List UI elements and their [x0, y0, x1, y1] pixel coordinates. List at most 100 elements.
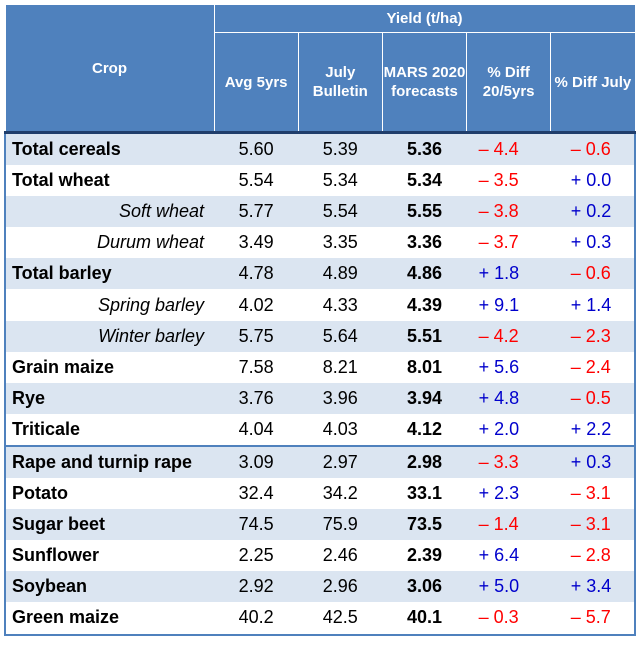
july-bulletin-value: 3.35	[298, 227, 383, 259]
mars-forecast-value: 5.51	[382, 320, 467, 352]
table-row: Rye 3.76 3.96 3.94 + 4.8– 0.5	[4, 382, 637, 414]
table-body: Total cereals 5.60 5.39 5.36– 4.4– 0.6 Total…	[4, 132, 637, 636]
crop-name: Total cereals	[4, 132, 214, 166]
table-row: Durum wheat 3.49 3.35 3.36– 3.7 + 0.3	[4, 227, 637, 259]
crop-name: Durum wheat	[4, 227, 214, 259]
july-bulletin-value: 8.21	[298, 351, 383, 383]
yield-table-container: Crop Yield (t/ha) Avg 5yrs July Bulletin…	[4, 4, 637, 636]
avg-5yrs-value: 3.76	[214, 382, 299, 414]
crop-name: Rye	[4, 382, 214, 414]
mars-forecast-value: 3.36	[382, 227, 467, 259]
table-row: Spring barley 4.02 4.33 4.39 + 9.1 + 1.4	[4, 289, 637, 321]
diff-5yrs-value: – 4.2	[466, 320, 551, 352]
mars-forecast-value: 3.94	[382, 382, 467, 414]
avg-5yrs-value: 2.92	[214, 571, 299, 603]
avg-5yrs-header: Avg 5yrs	[213, 32, 299, 133]
diff-july-value: + 0.0	[550, 165, 637, 197]
diff-5yrs-value: + 6.4	[466, 540, 551, 572]
mars-forecast-value: 5.55	[382, 196, 467, 228]
mars-forecast-value: 5.34	[382, 165, 467, 197]
diff-5yrs-value: – 1.4	[466, 509, 551, 541]
mars-forecast-value: 4.86	[382, 258, 467, 290]
table-row: Soybean 2.92 2.96 3.06 + 5.0 + 3.4	[4, 571, 637, 603]
july-bulletin-value: 5.54	[298, 196, 383, 228]
diff-5yrs-value: – 3.8	[466, 196, 551, 228]
diff-july-header: % Diff July	[550, 32, 636, 133]
july-bulletin-value: 2.46	[298, 540, 383, 572]
avg-5yrs-value: 7.58	[214, 351, 299, 383]
diff-july-value: + 0.2	[550, 196, 637, 228]
crop-name: Rape and turnip rape	[4, 445, 214, 479]
diff-5yrs-header: % Diff 20/5yrs	[466, 32, 552, 133]
avg-5yrs-value: 5.75	[214, 320, 299, 352]
crop-name: Winter barley	[4, 320, 214, 352]
july-bulletin-value: 4.33	[298, 289, 383, 321]
mars-forecast-value: 8.01	[382, 351, 467, 383]
diff-5yrs-value: + 5.0	[466, 571, 551, 603]
table-row: Triticale 4.04 4.03 4.12 + 2.0 + 2.2	[4, 413, 637, 447]
diff-5yrs-value: + 1.8	[466, 258, 551, 290]
avg-5yrs-value: 4.02	[214, 289, 299, 321]
diff-5yrs-value: + 9.1	[466, 289, 551, 321]
july-bulletin-value: 75.9	[298, 509, 383, 541]
table-header: Crop Yield (t/ha) Avg 5yrs July Bulletin…	[4, 4, 636, 133]
crop-name: Triticale	[4, 413, 214, 447]
diff-july-value: – 0.6	[550, 258, 637, 290]
crop-name: Soft wheat	[4, 196, 214, 228]
diff-5yrs-value: + 4.8	[466, 382, 551, 414]
mars-forecast-header: MARS 2020 forecasts	[381, 32, 468, 133]
avg-5yrs-value: 3.09	[214, 445, 299, 479]
diff-july-value: – 2.4	[550, 351, 637, 383]
yield-header: Yield (t/ha)	[213, 4, 636, 33]
mars-forecast-value: 5.36	[382, 132, 467, 166]
mars-forecast-value: 2.98	[382, 445, 467, 479]
diff-5yrs-value: – 3.7	[466, 227, 551, 259]
table-row: Total cereals 5.60 5.39 5.36– 4.4– 0.6	[4, 132, 637, 166]
avg-5yrs-value: 74.5	[214, 509, 299, 541]
avg-5yrs-value: 4.04	[214, 413, 299, 447]
diff-july-value: + 0.3	[550, 445, 637, 479]
crop-name: Soybean	[4, 571, 214, 603]
mars-forecast-value: 4.12	[382, 413, 467, 447]
diff-5yrs-value: + 5.6	[466, 351, 551, 383]
crop-name: Total barley	[4, 258, 214, 290]
diff-july-value: – 0.5	[550, 382, 637, 414]
table-row: Winter barley 5.75 5.64 5.51– 4.2– 2.3	[4, 320, 637, 352]
diff-july-value: – 2.3	[550, 320, 637, 352]
diff-5yrs-value: + 2.3	[466, 478, 551, 510]
crop-name: Sugar beet	[4, 509, 214, 541]
mars-forecast-value: 40.1	[382, 602, 467, 636]
table-row: Grain maize 7.58 8.21 8.01 + 5.6– 2.4	[4, 351, 637, 383]
mars-forecast-value: 2.39	[382, 540, 467, 572]
table-row: Total barley 4.78 4.89 4.86 + 1.8– 0.6	[4, 258, 637, 290]
crop-name: Spring barley	[4, 289, 214, 321]
diff-july-value: + 1.4	[550, 289, 637, 321]
avg-5yrs-value: 5.77	[214, 196, 299, 228]
diff-july-value: – 0.6	[550, 132, 637, 166]
diff-july-value: + 0.3	[550, 227, 637, 259]
july-bulletin-value: 42.5	[298, 602, 383, 636]
avg-5yrs-value: 32.4	[214, 478, 299, 510]
july-bulletin-value: 2.96	[298, 571, 383, 603]
avg-5yrs-value: 3.49	[214, 227, 299, 259]
diff-5yrs-value: – 3.5	[466, 165, 551, 197]
avg-5yrs-value: 4.78	[214, 258, 299, 290]
diff-5yrs-value: – 4.4	[466, 132, 551, 166]
avg-5yrs-value: 5.60	[214, 132, 299, 166]
crop-name: Grain maize	[4, 351, 214, 383]
crop-name: Potato	[4, 478, 214, 510]
july-bulletin-value: 3.96	[298, 382, 383, 414]
diff-july-value: – 3.1	[550, 509, 637, 541]
table-row: Potato 32.4 34.2 33.1 + 2.3– 3.1	[4, 478, 637, 510]
avg-5yrs-value: 40.2	[214, 602, 299, 636]
mars-forecast-value: 33.1	[382, 478, 467, 510]
july-bulletin-value: 2.97	[298, 445, 383, 479]
crop-name: Green maize	[4, 602, 214, 636]
diff-5yrs-value: – 3.3	[466, 445, 551, 479]
table-row: Soft wheat 5.77 5.54 5.55– 3.8 + 0.2	[4, 196, 637, 228]
mars-forecast-value: 73.5	[382, 509, 467, 541]
table-row: Sunflower 2.25 2.46 2.39 + 6.4– 2.8	[4, 540, 637, 572]
avg-5yrs-value: 2.25	[214, 540, 299, 572]
july-bulletin-value: 4.89	[298, 258, 383, 290]
july-bulletin-value: 4.03	[298, 413, 383, 447]
